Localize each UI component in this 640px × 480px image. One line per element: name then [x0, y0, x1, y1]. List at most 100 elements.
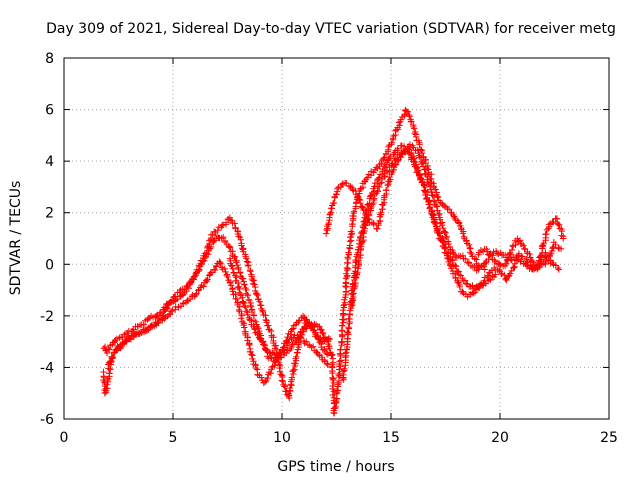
data-point — [101, 343, 109, 351]
data-point — [309, 343, 317, 350]
data-point — [271, 362, 278, 369]
data-point — [254, 331, 262, 338]
data-point — [448, 265, 455, 272]
x-tick-label: 10 — [273, 430, 291, 446]
data-point — [218, 222, 226, 229]
data-point — [115, 344, 123, 351]
data-point — [341, 299, 348, 306]
data-point — [243, 255, 250, 262]
data-point — [430, 219, 438, 226]
data-point — [424, 191, 431, 199]
data-point — [544, 257, 552, 264]
data-point — [503, 260, 510, 267]
data-point — [436, 230, 443, 237]
data-point — [442, 234, 450, 241]
data-point — [487, 252, 495, 259]
data-point — [290, 366, 297, 374]
data-point — [231, 220, 238, 227]
data-point — [238, 315, 245, 322]
data-point — [263, 319, 270, 326]
data-point — [252, 364, 260, 372]
data-point — [334, 185, 341, 193]
data-point — [468, 250, 475, 258]
data-point — [539, 242, 546, 250]
data-point — [153, 312, 160, 319]
data-point — [280, 344, 287, 351]
data-point — [263, 346, 271, 353]
data-point — [283, 337, 290, 344]
data-point — [121, 331, 128, 338]
data-point — [345, 182, 353, 190]
data-point — [248, 351, 255, 358]
data-point — [354, 269, 361, 276]
data-point — [410, 125, 418, 132]
data-point — [141, 325, 149, 333]
data-point — [267, 369, 274, 377]
data-point — [267, 327, 275, 335]
data-point — [496, 260, 503, 268]
axis-ticks: 0 5 10 15 20 25 -6 -4 -2 0 2 4 6 8 — [40, 51, 618, 446]
data-point — [484, 272, 492, 279]
data-point — [404, 108, 412, 116]
chart-title: Day 309 of 2021, Sidereal Day-to-day VTE… — [46, 21, 616, 37]
data-point — [469, 282, 476, 289]
data-point — [254, 291, 261, 299]
data-point — [222, 219, 230, 226]
data-point — [247, 268, 254, 275]
data-point — [185, 285, 193, 292]
data-point — [214, 227, 221, 234]
data-point — [320, 334, 328, 341]
data-point — [224, 273, 231, 281]
data-point — [439, 221, 446, 229]
data-point — [356, 196, 363, 203]
data-point — [251, 326, 259, 333]
data-point — [345, 315, 352, 322]
data-point — [204, 276, 211, 283]
data-point — [334, 381, 342, 388]
data-point — [140, 321, 147, 328]
data-point — [491, 256, 498, 264]
data-point — [233, 259, 240, 266]
data-point — [293, 353, 300, 361]
series-arc-8 — [475, 215, 567, 273]
data-point — [299, 312, 307, 320]
data-point — [242, 284, 249, 292]
y-tick-label: 8 — [45, 51, 54, 67]
data-point — [549, 259, 556, 267]
data-point — [218, 235, 225, 242]
data-point — [251, 324, 258, 332]
data-point — [264, 374, 271, 382]
data-point — [258, 374, 265, 381]
data-point — [416, 141, 423, 148]
data-point — [333, 191, 340, 198]
data-point — [481, 266, 488, 273]
data-point — [225, 242, 232, 250]
data-point — [523, 255, 530, 263]
y-tick-label: 0 — [45, 257, 54, 273]
data-point — [376, 180, 384, 187]
data-point — [172, 296, 179, 304]
data-point — [339, 316, 346, 323]
data-point — [353, 270, 361, 277]
data-point — [247, 348, 254, 355]
data-point — [370, 221, 378, 228]
data-point — [282, 338, 290, 345]
data-point — [508, 267, 515, 275]
data-point — [323, 360, 331, 367]
data-point — [526, 250, 533, 258]
data-point — [220, 233, 227, 241]
data-point — [361, 225, 368, 232]
data-point — [344, 335, 351, 342]
data-points — [100, 106, 567, 417]
data-point — [103, 349, 111, 357]
data-point — [365, 211, 373, 218]
data-point — [289, 341, 296, 348]
data-point — [511, 260, 518, 267]
data-point — [506, 250, 513, 258]
data-point — [329, 351, 336, 358]
data-point — [414, 146, 422, 154]
data-point — [486, 251, 493, 258]
data-point — [192, 291, 200, 299]
data-point — [406, 113, 413, 120]
